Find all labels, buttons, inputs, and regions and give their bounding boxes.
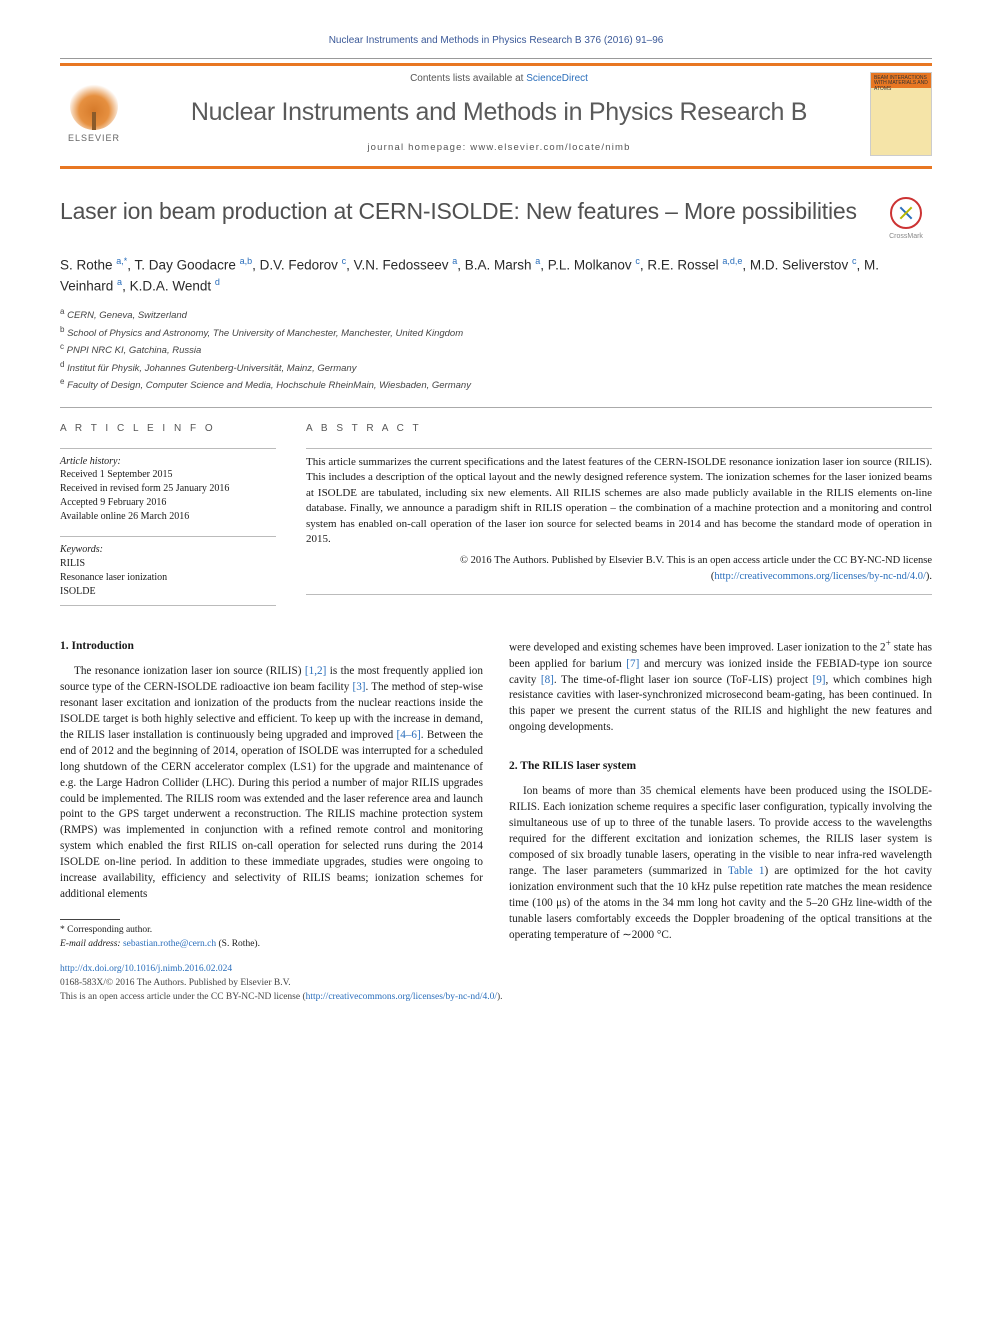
article-title: Laser ion beam production at CERN-ISOLDE…: [60, 197, 868, 226]
journal-header: ELSEVIER Contents lists available at Sci…: [60, 63, 932, 169]
header-middle: Contents lists available at ScienceDirec…: [142, 72, 856, 154]
intro-para: The resonance ionization laser ion sourc…: [60, 664, 483, 903]
section-1-head: 1. Introduction: [60, 638, 483, 654]
crossmark-badge[interactable]: CrossMark: [880, 197, 932, 241]
license-link[interactable]: http://creativecommons.org/licenses/by-n…: [714, 571, 926, 582]
elsevier-tree-icon: [70, 82, 118, 130]
homepage-line: journal homepage: www.elsevier.com/locat…: [142, 142, 856, 155]
footnote-rule: [60, 919, 120, 920]
footnotes: * Corresponding author. E-mail address: …: [60, 924, 483, 952]
history-head: Article history:: [60, 455, 276, 469]
elsevier-logo: ELSEVIER: [60, 76, 128, 152]
history-lines: Received 1 September 2015Received in rev…: [60, 468, 276, 524]
journal-name: Nuclear Instruments and Methods in Physi…: [142, 96, 856, 130]
elsevier-name: ELSEVIER: [68, 132, 120, 144]
license-post: ).: [497, 992, 503, 1002]
right-column: were developed and existing schemes have…: [509, 638, 932, 951]
article-info-column: A R T I C L E I N F O Article history: R…: [60, 422, 276, 612]
keywords-head: Keywords:: [60, 543, 276, 557]
abstract-head: A B S T R A C T: [306, 422, 932, 436]
left-column: 1. Introduction The resonance ionization…: [60, 638, 483, 951]
journal-cover-thumb: BEAM INTERACTIONS WITH MATERIALS AND ATO…: [870, 72, 932, 156]
crossmark-icon: [890, 197, 922, 229]
contents-line: Contents lists available at ScienceDirec…: [142, 72, 856, 86]
body-columns: 1. Introduction The resonance ionization…: [60, 638, 932, 951]
abstract-copyright: © 2016 The Authors. Published by Elsevie…: [306, 553, 932, 583]
license-link-bottom[interactable]: http://creativecommons.org/licenses/by-n…: [306, 992, 497, 1002]
sciencedirect-link[interactable]: ScienceDirect: [526, 73, 588, 84]
email-line: E-mail address: sebastian.rothe@cern.ch …: [60, 938, 483, 952]
email-label: E-mail address:: [60, 939, 123, 949]
copyright-post: ).: [926, 571, 932, 582]
authors-list: S. Rothe a,*, T. Day Goodacre a,b, D.V. …: [60, 255, 932, 297]
col2-continuation: were developed and existing schemes have…: [509, 638, 932, 736]
email-link[interactable]: sebastian.rothe@cern.ch: [123, 939, 216, 949]
system-para: Ion beams of more than 35 chemical eleme…: [509, 784, 932, 943]
doi-block: http://dx.doi.org/10.1016/j.nimb.2016.02…: [60, 963, 932, 1004]
keywords-lines: RILISResonance laser ionizationISOLDE: [60, 557, 276, 599]
abstract-column: A B S T R A C T This article summarizes …: [306, 422, 932, 612]
email-paren: (S. Rothe).: [216, 939, 260, 949]
separator: [60, 407, 932, 408]
corresponding-author: * Corresponding author.: [60, 924, 483, 938]
affiliations: a CERN, Geneva, Switzerlandb School of P…: [60, 306, 932, 393]
top-divider: [60, 58, 932, 59]
license-pre: This is an open access article under the…: [60, 992, 306, 1002]
crossmark-label: CrossMark: [889, 232, 923, 241]
section-2-head: 2. The RILIS laser system: [509, 758, 932, 774]
contents-pre: Contents lists available at: [410, 73, 526, 84]
issn-line: 0168-583X/© 2016 The Authors. Published …: [60, 978, 291, 988]
doi-link[interactable]: http://dx.doi.org/10.1016/j.nimb.2016.02…: [60, 964, 232, 974]
abstract-text: This article summarizes the current spec…: [306, 455, 932, 547]
journal-reference: Nuclear Instruments and Methods in Physi…: [60, 34, 932, 48]
article-info-head: A R T I C L E I N F O: [60, 422, 276, 436]
